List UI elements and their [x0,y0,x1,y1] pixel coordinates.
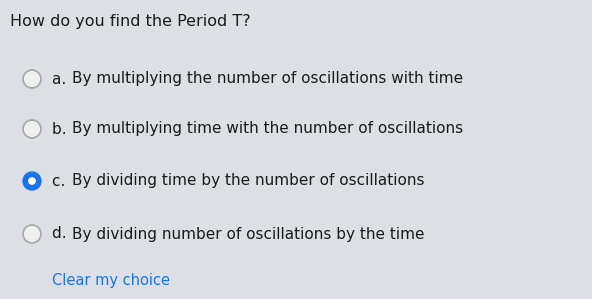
Text: Clear my choice: Clear my choice [52,274,170,289]
Circle shape [29,178,35,184]
Text: d.: d. [52,227,81,242]
Text: By multiplying time with the number of oscillations: By multiplying time with the number of o… [72,121,463,137]
Circle shape [23,172,41,190]
Text: By dividing number of oscillations by the time: By dividing number of oscillations by th… [72,227,424,242]
Text: a.: a. [52,71,81,86]
Circle shape [23,225,41,243]
Text: c.: c. [52,173,80,188]
Circle shape [23,70,41,88]
Text: By dividing time by the number of oscillations: By dividing time by the number of oscill… [72,173,424,188]
Text: b.: b. [52,121,81,137]
Circle shape [23,120,41,138]
Text: By multiplying the number of oscillations with time: By multiplying the number of oscillation… [72,71,463,86]
Text: How do you find the Period T?: How do you find the Period T? [10,14,250,29]
